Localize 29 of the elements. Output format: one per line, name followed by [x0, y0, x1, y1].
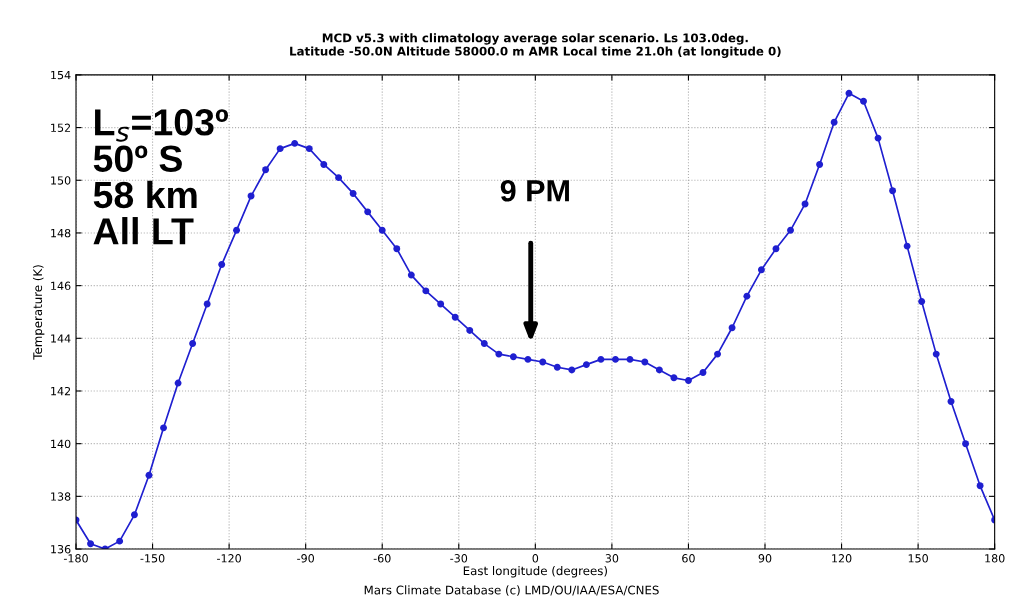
x-tick-label: 30 [605, 554, 619, 563]
y-tick-label: 146 [51, 281, 71, 290]
y-axis-title: Temperature (K) [32, 265, 45, 360]
y-tick-label: 144 [51, 334, 71, 343]
y-tick-label: 150 [51, 176, 71, 185]
y-tick-label: 138 [51, 492, 71, 501]
y-tick-label: 152 [51, 123, 71, 132]
y-tick-label: 136 [51, 545, 71, 554]
y-tick-label: 154 [51, 71, 71, 80]
x-axis-title: East longitude (degrees) [463, 566, 607, 578]
x-tick-label: -180 [63, 554, 88, 563]
x-tick-label: -120 [217, 554, 241, 563]
x-tick-label: 60 [682, 554, 695, 563]
x-tick-label: -90 [297, 554, 315, 563]
text: Mars Climate Database (c) LMD/OU/IAA/ESA/CNES [364, 585, 659, 596]
y-tick-label: 140 [51, 439, 71, 449]
x-tick-label: -30 [450, 554, 468, 563]
annotation: 9 PM [500, 179, 569, 202]
x-tick-label: 0 [532, 554, 539, 563]
x-tick-label: -150 [140, 554, 165, 563]
y-tick-label: 142 [51, 386, 71, 396]
x-tick-label: 90 [758, 554, 772, 563]
x-tick-label: 180 [985, 554, 1005, 563]
chart-title: MCD v5.3 with climatology average solar scenario. Ls 103.0deg. Latitude -50.0N Altitude 58000.0 m AMR Local time 21.0h (at longitude 0) [290, 33, 781, 58]
x-tick-label: 150 [908, 554, 928, 563]
x-tick-label: 120 [832, 554, 852, 563]
annotation: L$_{s}$=103º 50º S 58 km All LT [93, 109, 229, 245]
x-tick-label: -60 [373, 554, 391, 563]
y-tick-label: 148 [51, 228, 71, 238]
